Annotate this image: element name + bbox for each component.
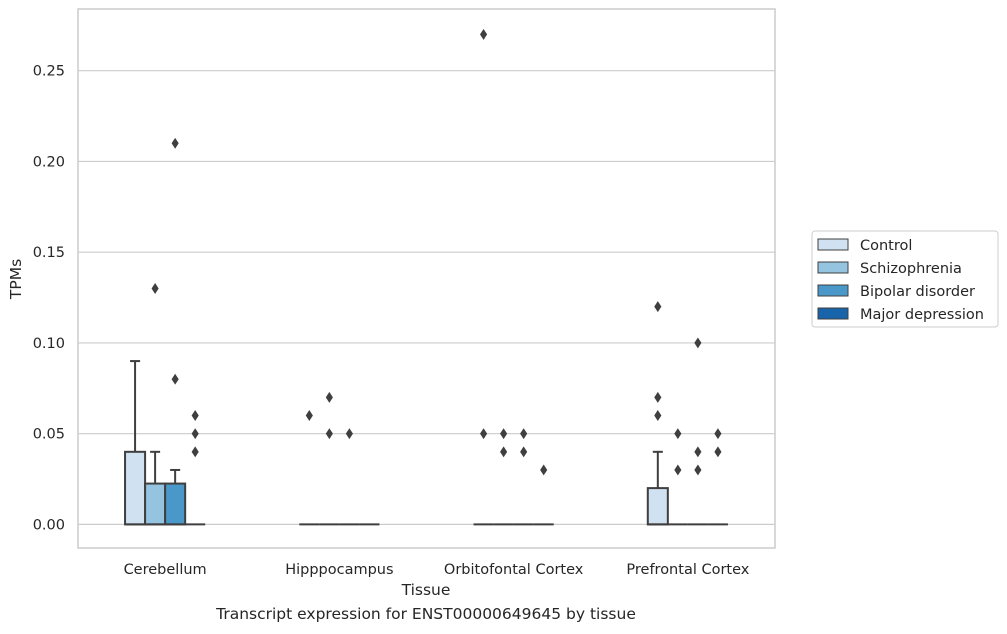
outlier-point [191,428,199,440]
x-tick-label: Cerebellum [124,562,207,578]
legend-swatch [817,261,849,274]
y-axis-label: TPMs [7,259,25,300]
y-tick-label: 0.10 [33,336,65,352]
outlier-point [325,428,333,440]
outlier-point [520,446,528,458]
gridlines [78,70,775,526]
outlier-point [479,28,488,40]
box-body [124,450,147,526]
legend-swatch [817,284,849,297]
outlier-point [654,391,662,403]
y-tick-label: 0.05 [33,427,65,443]
outlier-point [345,428,353,440]
box-3-0 [646,450,669,526]
outlier-point [500,446,508,458]
x-ticks: Cerebellum Hipppocampus Orbitofontal Corte… [124,562,750,578]
outlier-point [305,410,313,421]
outlier-point [540,464,548,476]
x-axis-label: Tissue [401,581,451,599]
box-0-1 [144,450,167,526]
box-body [144,482,167,526]
legend-frame [811,230,999,328]
outlier-point [674,428,682,440]
y-tick-label: 0.00 [33,517,65,533]
chart-caption: Transcript expression for ENST0000064964… [216,605,636,623]
outlier-point [714,428,722,440]
outlier-point [171,373,179,385]
legend-label: Schizophrenia [860,261,962,277]
box-body [646,487,669,526]
x-tick-label: Hipppocampus [285,562,393,578]
outlier-point [151,283,159,294]
legend: Control Schizophrenia Bipolar disorder Majo… [811,230,999,328]
box-0-2 [164,468,187,526]
y-tick-label: 0.25 [33,64,65,80]
outlier-point [694,464,702,476]
y-tick-label: 0.15 [33,245,65,261]
outlier-point [191,446,199,458]
x-tick-label: Prefrontal Cortex [626,562,749,578]
outliers [151,28,722,476]
outlier-point [674,464,682,476]
plot-frame [77,8,776,549]
outlier-point [500,428,508,440]
outlier-point [520,428,528,440]
outlier-point [171,137,179,149]
y-ticks: 0.00 0.05 0.10 0.15 0.20 0.25 [33,64,65,534]
outlier-point [191,410,199,421]
legend-label: Bipolar disorder [860,284,975,300]
legend-swatch [817,307,849,320]
outlier-point [654,301,662,313]
boxes [124,360,728,526]
outlier-point [325,391,333,403]
x-tick-label: Orbitofontal Cortex [444,562,584,578]
box-body [164,482,187,526]
legend-swatch [817,238,849,251]
outlier-point [654,410,662,421]
outlier-point [479,428,488,440]
outlier-point [714,446,722,458]
legend-label: Control [860,238,912,254]
outlier-point [694,337,702,349]
box-0-0 [124,360,147,526]
y-tick-label: 0.20 [33,154,65,170]
legend-label: Major depression [860,307,984,323]
outlier-point [694,446,702,458]
